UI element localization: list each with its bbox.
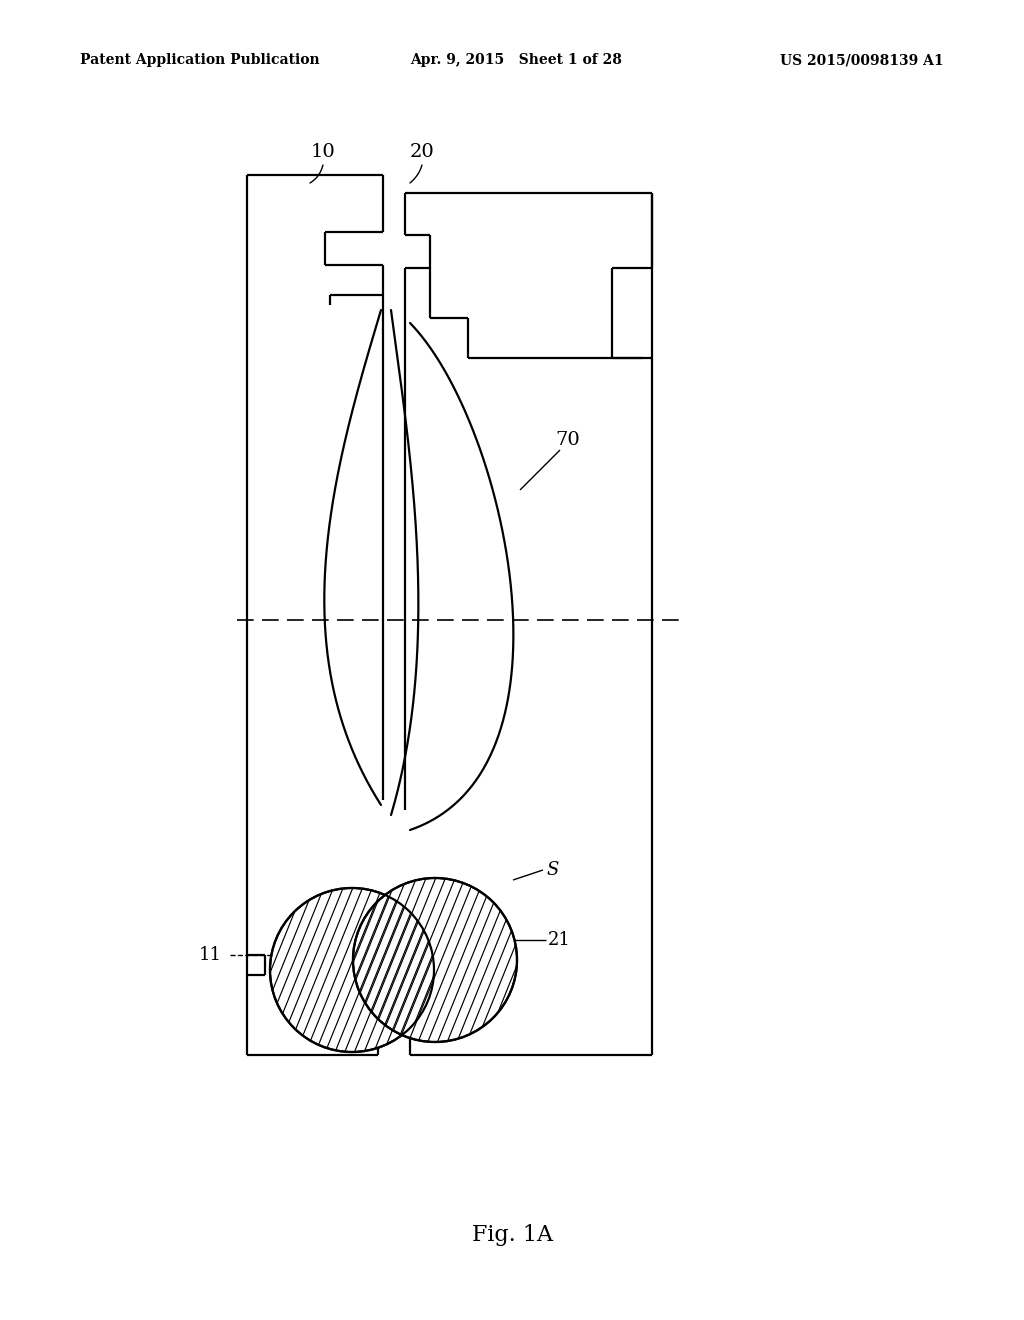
Text: Fig. 1A: Fig. 1A bbox=[471, 1224, 553, 1246]
Text: 70: 70 bbox=[556, 432, 581, 449]
Text: 20: 20 bbox=[410, 143, 434, 161]
Text: 11: 11 bbox=[199, 946, 222, 964]
Circle shape bbox=[270, 888, 434, 1052]
Text: 21: 21 bbox=[548, 931, 570, 949]
Circle shape bbox=[353, 878, 517, 1041]
Text: Patent Application Publication: Patent Application Publication bbox=[80, 53, 319, 67]
Text: US 2015/0098139 A1: US 2015/0098139 A1 bbox=[780, 53, 944, 67]
Text: S: S bbox=[546, 861, 558, 879]
Text: 10: 10 bbox=[310, 143, 336, 161]
Text: Apr. 9, 2015   Sheet 1 of 28: Apr. 9, 2015 Sheet 1 of 28 bbox=[410, 53, 622, 67]
